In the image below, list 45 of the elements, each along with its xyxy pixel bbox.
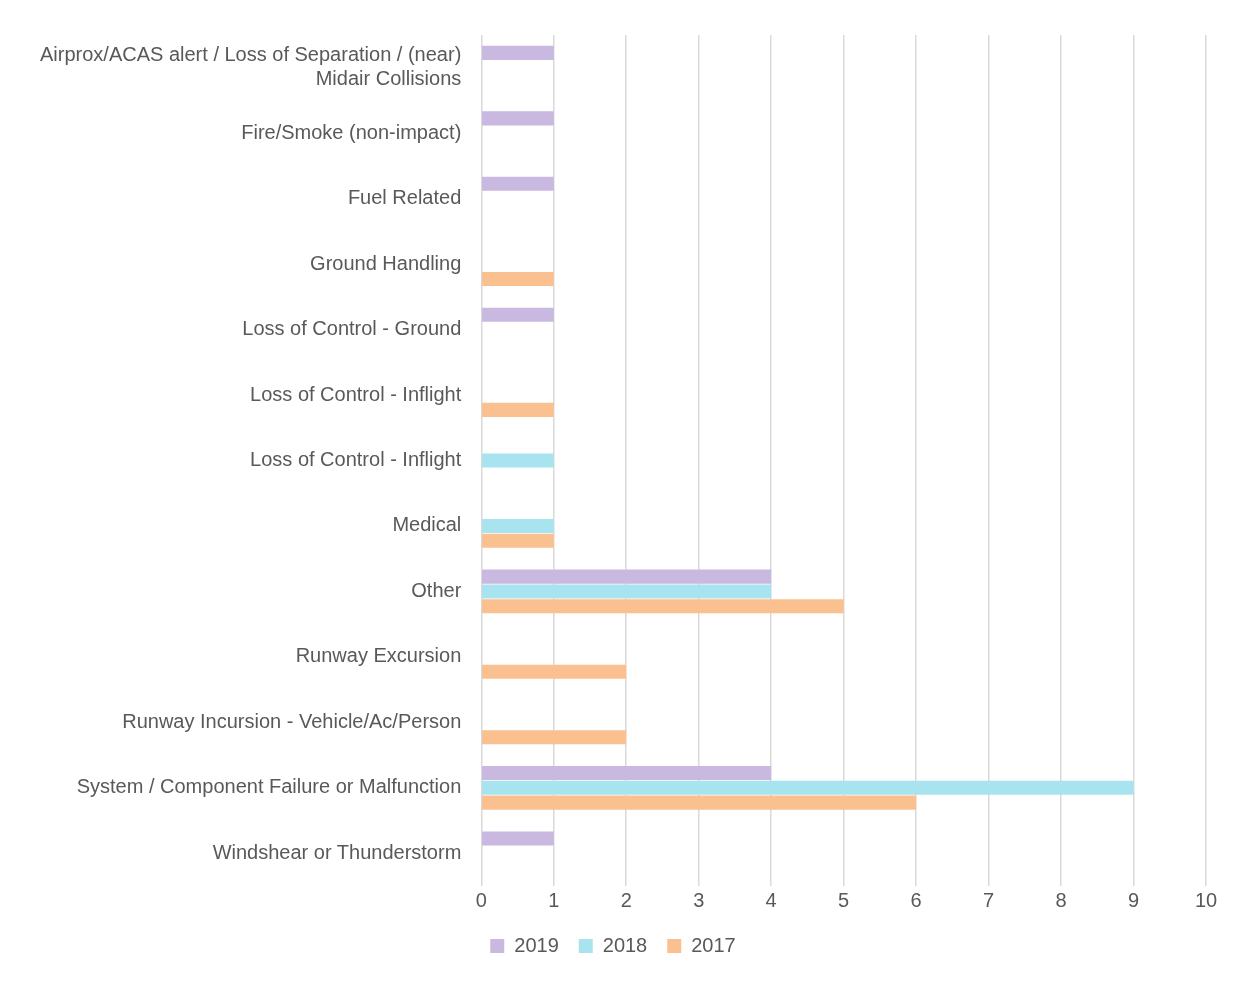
bar — [482, 831, 554, 846]
bar — [482, 111, 554, 126]
bar — [482, 765, 772, 781]
x-tick-label: 3 — [693, 888, 705, 911]
bar — [482, 45, 554, 60]
y-tick-label: Airprox/ACAS alert / Loss of Separation / (near) Midair Collisions — [39, 43, 462, 90]
x-tick-label: 1 — [548, 888, 560, 911]
y-tick-label: Runway Excursion — [295, 644, 462, 667]
bar — [482, 271, 554, 286]
x-tick-label: 7 — [983, 888, 995, 911]
x-tick-label: 10 — [1194, 888, 1218, 911]
bar — [482, 664, 627, 679]
x-tick-label: 2 — [620, 888, 632, 911]
y-tick-label: Medical — [392, 513, 462, 536]
y-tick-label: Runway Incursion - Vehicle/Ac/Person — [122, 709, 462, 732]
x-tick-label: 8 — [1055, 888, 1067, 911]
bar — [482, 599, 844, 614]
bar — [482, 780, 1134, 795]
bar — [482, 453, 554, 468]
bar — [482, 307, 554, 322]
y-tick-label: Windshear or Thunderstorm — [212, 840, 462, 863]
bar — [482, 584, 772, 599]
bar — [482, 795, 917, 810]
y-tick-label: Loss of Control - Ground — [242, 317, 462, 340]
x-tick-label: 9 — [1127, 888, 1140, 911]
y-tick-label: System / Component Failure or Malfunction — [76, 775, 462, 798]
bar — [482, 730, 627, 745]
x-tick-label: 4 — [765, 888, 777, 911]
legend-label: 2017 — [691, 933, 736, 956]
bar — [482, 569, 772, 584]
bar — [482, 518, 554, 534]
bar — [482, 176, 554, 191]
y-tick-label: Ground Handling — [310, 251, 462, 274]
legend-label: 2018 — [602, 933, 648, 956]
y-tick-label: Loss of Control - Inflight — [250, 382, 462, 405]
legend-label: 2019 — [514, 933, 559, 956]
x-tick-label: 5 — [838, 888, 850, 911]
y-tick-label: Loss of Control - Inflight — [250, 448, 462, 471]
bar — [482, 533, 554, 548]
x-tick-label: 6 — [910, 888, 922, 911]
x-tick-label: 0 — [475, 888, 487, 911]
y-tick-label: Fuel Related — [347, 186, 462, 209]
y-tick-label: Other — [411, 578, 462, 601]
y-tick-label: Fire/Smoke (non-impact) — [241, 120, 462, 143]
bar — [482, 402, 554, 417]
